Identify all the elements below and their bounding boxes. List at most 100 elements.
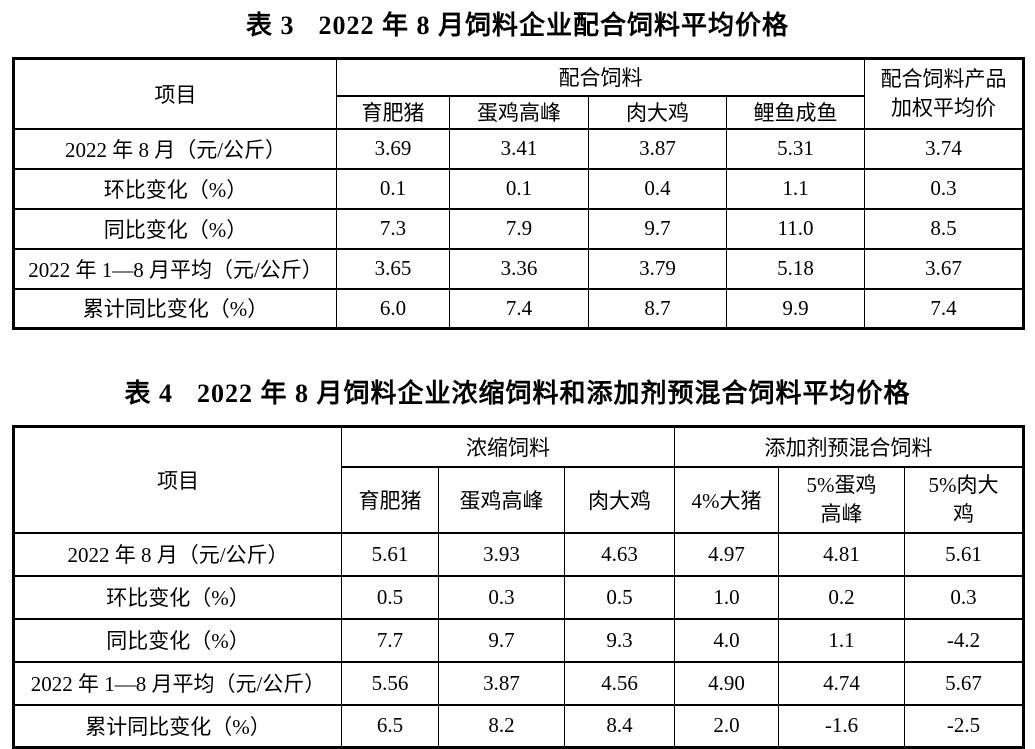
- value-cell: 6.5: [341, 703, 439, 749]
- row-label-cell: 环比变化（%）: [13, 167, 337, 210]
- value-cell: 0.3: [864, 167, 1024, 210]
- header-weighted-avg-line1: 配合饲料产品: [880, 67, 1007, 92]
- value-cell: 9.7: [438, 617, 565, 663]
- value-cell: 3.36: [449, 247, 589, 290]
- concentrate-premix-price-table: 项目 浓缩饲料 添加剂预混合饲料 育肥猪 蛋鸡高峰 肉大鸡 4%大猪 5%蛋鸡 …: [12, 425, 1026, 749]
- table-header-row: 项目 配合饲料 配合饲料产品 加权平均价: [13, 57, 1024, 130]
- header-group2-cell: 添加剂预混合饲料: [674, 425, 1025, 468]
- value-cell: 3.65: [336, 247, 450, 290]
- row-label-cell: 2022 年 1—8 月平均（元/公斤）: [13, 660, 342, 706]
- value-cell: 0.1: [449, 167, 589, 210]
- table-row: 环比变化（%） 0.1 0.1 0.4 1.1 0.3: [13, 167, 1024, 210]
- row-label-cell: 同比变化（%）: [13, 617, 342, 663]
- value-cell: 7.4: [449, 287, 589, 330]
- value-cell: 0.2: [778, 574, 906, 620]
- table-row: 同比变化（%） 7.3 7.9 9.7 11.0 8.5: [13, 207, 1024, 250]
- value-cell: 0.3: [438, 574, 565, 620]
- row-label-cell: 2022 年 8 月（元/公斤）: [13, 127, 337, 170]
- value-cell: 1.0: [674, 574, 780, 620]
- value-cell: 6.0: [336, 287, 450, 330]
- header-col-cell: 5%蛋鸡 高峰: [778, 465, 906, 534]
- value-cell: -2.5: [904, 703, 1025, 749]
- value-cell: 3.79: [588, 247, 727, 290]
- row-label-cell: 同比变化（%）: [13, 207, 337, 250]
- header-col-cell: 育肥猪: [341, 465, 439, 534]
- value-cell: 5.31: [726, 127, 865, 170]
- table-subheader-row: 育肥猪 蛋鸡高峰 肉大鸡 4%大猪 5%蛋鸡 高峰 5%肉大 鸡: [14, 465, 1025, 534]
- row-label-cell: 2022 年 1—8 月平均（元/公斤）: [13, 247, 337, 290]
- table-row: 环比变化（%） 0.5 0.3 0.5 1.0 0.2 0.3: [13, 574, 1025, 620]
- row-label-cell: 累计同比变化（%）: [13, 703, 342, 749]
- header-col-cell: 鲤鱼成鱼: [726, 94, 865, 130]
- value-cell: 5.67: [904, 660, 1025, 706]
- header-weighted-avg-line2: 加权平均价: [891, 95, 996, 120]
- header-col-cell: 蛋鸡高峰: [438, 465, 565, 534]
- value-cell: 0.1: [336, 167, 450, 210]
- value-cell: 7.3: [336, 207, 450, 250]
- header-item-cell: 项目: [13, 425, 342, 534]
- header-group-cell: 配合饲料: [336, 57, 865, 97]
- table-subheader-row: 育肥猪 蛋鸡高峰 肉大鸡 鲤鱼成鱼: [14, 94, 1024, 130]
- value-cell: 4.0: [674, 617, 780, 663]
- header-col-line2: 鸡: [953, 501, 975, 526]
- table3-caption: 表 3 2022 年 8 月饲料企业配合饲料平均价格: [0, 8, 1035, 44]
- table-header-row: 项目 浓缩饲料 添加剂预混合饲料: [13, 425, 1025, 534]
- value-cell: 0.4: [588, 167, 727, 210]
- header-col-cell: 肉大鸡: [588, 94, 727, 130]
- value-cell: -1.6: [778, 703, 906, 749]
- header-col-cell: 蛋鸡高峰: [449, 94, 589, 130]
- value-cell: 3.67: [864, 247, 1024, 290]
- header-col-cell: 4%大猪: [674, 465, 780, 534]
- value-cell: 11.0: [726, 207, 865, 250]
- value-cell: 7.9: [449, 207, 589, 250]
- header-group1-cell: 浓缩饲料: [340, 425, 676, 468]
- value-cell: 1.1: [726, 167, 865, 210]
- value-cell: 5.56: [341, 660, 439, 706]
- table-row: 累计同比变化（%） 6.5 8.2 8.4 2.0 -1.6 -2.5: [13, 703, 1025, 749]
- value-cell: 4.81: [778, 531, 906, 577]
- table-row: 累计同比变化（%） 6.0 7.4 8.7 9.9 7.4: [13, 287, 1024, 330]
- value-cell: 8.2: [438, 703, 565, 749]
- header-col-cell: 育肥猪: [336, 94, 450, 130]
- value-cell: 8.5: [864, 207, 1024, 250]
- value-cell: 0.3: [904, 574, 1025, 620]
- value-cell: 8.4: [563, 703, 676, 749]
- table4-caption-text: 2022 年 8 月饲料企业浓缩饲料和添加剂预混合饲料平均价格: [197, 379, 911, 408]
- value-cell: 3.41: [449, 127, 589, 170]
- header-col-line1: 5%蛋鸡: [806, 473, 877, 498]
- table-row: 2022 年 8 月（元/公斤） 3.69 3.41 3.87 5.31 3.7…: [13, 127, 1024, 170]
- value-cell: 9.7: [588, 207, 727, 250]
- value-cell: 5.61: [341, 531, 439, 577]
- table-row: 2022 年 8 月（元/公斤） 5.61 3.93 4.63 4.97 4.8…: [13, 531, 1025, 577]
- value-cell: 3.69: [336, 127, 450, 170]
- table-row: 2022 年 1—8 月平均（元/公斤） 5.56 3.87 4.56 4.90…: [13, 660, 1025, 706]
- table-row: 2022 年 1—8 月平均（元/公斤） 3.65 3.36 3.79 5.18…: [13, 247, 1024, 290]
- value-cell: 0.5: [341, 574, 439, 620]
- header-item-cell: 项目: [13, 57, 337, 130]
- value-cell: 9.9: [726, 287, 865, 330]
- value-cell: 8.7: [588, 287, 727, 330]
- value-cell: 3.74: [864, 127, 1024, 170]
- header-weighted-avg-cell: 配合饲料产品 加权平均价: [864, 57, 1024, 130]
- header-col-cell: 肉大鸡: [563, 465, 676, 534]
- table-row: 同比变化（%） 7.7 9.7 9.3 4.0 1.1 -4.2: [13, 617, 1025, 663]
- value-cell: 0.5: [563, 574, 676, 620]
- value-cell: 3.87: [438, 660, 565, 706]
- table4-caption-prefix: 表 4: [124, 379, 173, 408]
- table3-caption-prefix: 表 3: [245, 11, 295, 40]
- header-col-cell: 5%肉大 鸡: [904, 465, 1025, 534]
- value-cell: -4.2: [904, 617, 1025, 663]
- value-cell: 7.4: [864, 287, 1024, 330]
- header-col-line2: 高峰: [820, 501, 863, 526]
- value-cell: 5.61: [904, 531, 1025, 577]
- row-label-cell: 环比变化（%）: [13, 574, 342, 620]
- value-cell: 4.74: [778, 660, 906, 706]
- table3-caption-text: 2022 年 8 月饲料企业配合饲料平均价格: [318, 11, 790, 40]
- row-label-cell: 2022 年 8 月（元/公斤）: [13, 531, 342, 577]
- value-cell: 2.0: [674, 703, 780, 749]
- value-cell: 4.97: [674, 531, 780, 577]
- value-cell: 5.18: [726, 247, 865, 290]
- row-label-cell: 累计同比变化（%）: [13, 287, 337, 330]
- value-cell: 3.93: [438, 531, 565, 577]
